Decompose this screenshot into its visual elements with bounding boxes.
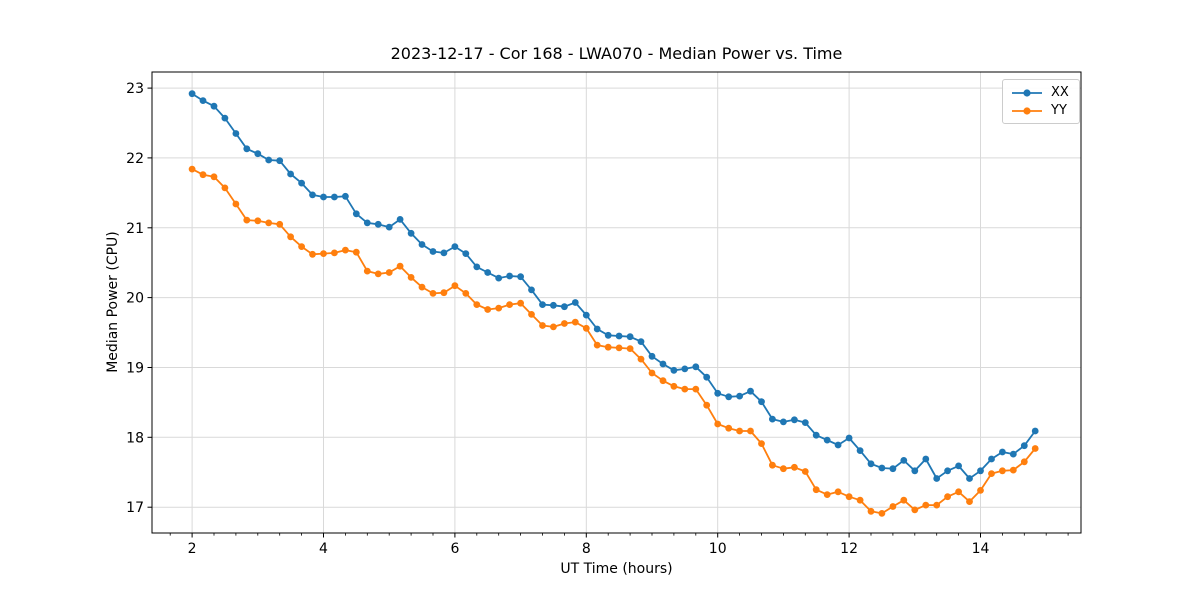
- legend: XX YY: [1002, 79, 1080, 124]
- y-tick-label: 18: [126, 430, 144, 446]
- series-XX-line: [191, 92, 1036, 480]
- y-axis-ticks: 17 18 19 20 21 22 23: [126, 81, 152, 516]
- chart-title: 2023-12-17 - Cor 168 - LWA070 - Median P…: [390, 44, 843, 63]
- legend-item-YY: YY: [1010, 103, 1069, 118]
- series-XX: [188, 90, 1039, 482]
- y-tick-label: 22: [126, 151, 144, 167]
- series-YY-markers: [188, 165, 1039, 517]
- x-axis-ticks: 2 4 6 8 10 12 14: [188, 533, 990, 557]
- x-axis-label: UT Time (hours): [560, 561, 673, 577]
- legend-item-XX: XX: [1010, 85, 1069, 100]
- x-tick-label: 10: [709, 541, 727, 557]
- y-axis-label: Median Power (CPU): [105, 231, 121, 373]
- x-tick-label: 14: [972, 541, 990, 557]
- series-YY: [188, 165, 1039, 517]
- series-YY-line: [191, 168, 1036, 515]
- series-XX-markers: [188, 90, 1039, 482]
- x-tick-label: 12: [840, 541, 858, 557]
- legend-line-marker-icon: [1012, 106, 1042, 115]
- x-minor-ticks: [169, 533, 1069, 536]
- legend-line-marker-icon: [1012, 88, 1042, 97]
- x-tick-label: 8: [582, 541, 591, 557]
- y-tick-label: 21: [126, 221, 144, 237]
- y-tick-label: 17: [126, 500, 144, 516]
- y-tick-label: 19: [126, 361, 144, 377]
- x-tick-label: 2: [188, 541, 197, 557]
- plot-border: [151, 71, 1082, 534]
- gridlines: [152, 72, 1081, 533]
- x-tick-label: 4: [319, 541, 328, 557]
- y-tick-label: 23: [126, 81, 144, 97]
- x-tick-label: 6: [450, 541, 459, 557]
- legend-label: XX: [1051, 85, 1069, 100]
- y-tick-label: 20: [126, 291, 144, 307]
- legend-label: YY: [1051, 103, 1067, 118]
